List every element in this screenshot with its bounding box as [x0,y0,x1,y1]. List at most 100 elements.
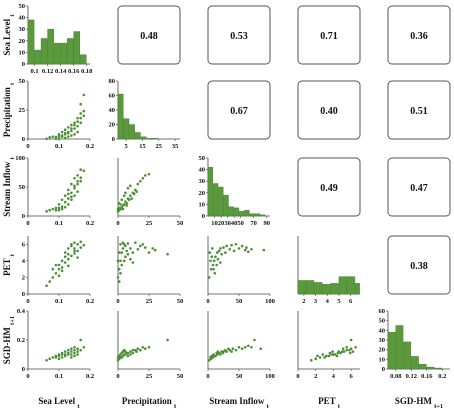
y-tick-label: 40 [199,167,206,174]
y-tick-label: 50 [379,318,386,325]
histogram-bar [260,214,266,217]
scatter-point [131,348,135,352]
scatter-point [220,252,223,256]
correlation-cell-sea_level-precipitation: 0.48 [117,5,181,65]
scatter-point [57,274,61,278]
x-tick-label: 25 [146,373,153,380]
histogram-bar [129,124,135,140]
x-tick-label: 4 [326,298,330,305]
scatter-point [349,347,353,351]
scatter-point [45,284,48,288]
scatter-point [48,135,51,139]
row-label-sgd_hm: SGD-HM t+1 [2,316,16,364]
scatter-point [63,200,67,204]
scatter-point [60,351,64,355]
label-subscript: t [9,253,16,256]
column-label-pet: PET t [318,396,341,410]
scatter-point [67,135,70,138]
scatter-point [147,251,151,254]
scatter-point [333,353,337,356]
scatter-point [210,255,214,259]
histogram-bar [228,206,234,217]
scatter-point [63,128,67,132]
scatter-point [212,259,216,263]
scatter-point [139,179,142,183]
scatter-point [73,249,76,253]
x-tick-label: 0.2 [86,373,94,380]
label-subscript: t [338,403,341,410]
scatter-point [121,241,125,244]
scatter-point [247,250,250,254]
scatter-point [207,276,211,279]
x-tick-label: 0.2 [86,220,94,227]
scatter-point [135,350,138,353]
scatter-point [70,182,73,186]
scatter-point [243,248,247,252]
scatter-point [122,259,126,263]
histogram-bar [123,118,130,140]
x-tick-label: 25 [146,298,153,305]
x-tick-label: 100 [265,373,275,380]
x-tick-label: 0.16 [421,373,433,380]
histogram-precipitation: 5 15 25 35 0 20 40 60 80 [109,78,180,150]
y-tick-label: 30 [19,26,26,33]
scatter-point [225,350,228,353]
scatter-point [82,169,86,173]
scatter-point [73,177,76,180]
scatter-point [124,191,127,195]
scatter-point [325,354,328,358]
y-tick-label: 100 [15,155,25,162]
y-tick-label: 20 [109,122,116,129]
scatter-point [116,276,120,279]
scatter-point [57,357,61,361]
y-tick-label: 40 [109,107,116,114]
scatter-point [76,124,79,128]
scatter-point [309,359,313,362]
x-tick-label: 0 [116,298,119,305]
scatter-point [117,201,121,205]
scatter-point [76,350,79,353]
scatter-point [141,242,145,246]
scatter-point [122,203,126,206]
scatter-point [124,255,127,259]
histogram-bar [47,29,54,65]
x-tick-label: 0 [26,373,29,380]
scatter-point [48,208,51,212]
histogram-bar [218,186,224,217]
histogram-bar [60,42,67,65]
scatter-point [82,243,86,247]
scatter-point [73,184,76,188]
scatter-point [57,353,61,356]
scatter-point [51,267,55,271]
correlation-cell-pet-sgd_hm: 0.38 [387,235,451,295]
scatter-point [131,261,135,264]
y-tick-label: 50 [19,3,26,10]
scatter-precipitation-vs-sea_level: 0 0.1 0.2 0 25 50 [19,78,95,150]
label-subscript: t [9,82,16,85]
scatter-point [207,359,211,362]
scatter-point [117,251,121,254]
scatter-point [63,136,67,140]
x-tick-label: 100 [265,298,275,305]
histogram-bar [395,325,404,370]
scatter-point [63,350,67,353]
column-label-stream_inflow: Stream Inflow t [209,396,269,410]
x-tick-label: 40 [231,220,238,227]
scatter-point [250,247,253,251]
scatter-point [73,252,76,255]
x-tick-label: 35 [172,143,179,150]
scatter-point [143,347,147,351]
y-tick-label: 10 [199,201,206,208]
histogram-bar [305,280,315,295]
x-tick-label: 0.14 [55,68,67,75]
scatter-point [225,244,228,248]
x-tick-label: 0 [116,220,119,227]
scatter-point [120,251,124,254]
scatter-point [76,190,79,193]
histogram-bar [330,283,339,295]
row-label-stream_inflow: Stream Inflow t [2,156,16,216]
scatter-point [120,263,124,267]
scatter-point [331,350,334,353]
